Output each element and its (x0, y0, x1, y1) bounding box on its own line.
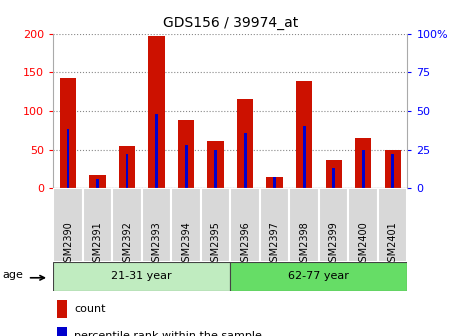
Bar (378, 188, 407, 262)
Text: GSM2395: GSM2395 (211, 221, 220, 268)
Bar (207, 141, 224, 188)
Text: GSM2399: GSM2399 (329, 221, 338, 268)
Bar (53, 188, 83, 262)
Bar (362, 150, 365, 188)
Text: GSM2397: GSM2397 (269, 221, 280, 268)
Bar (142, 188, 171, 262)
Bar (57, 327, 68, 336)
Bar (260, 188, 289, 262)
Bar (267, 177, 283, 188)
Bar (237, 99, 253, 188)
Bar (67, 129, 69, 188)
Bar (201, 188, 231, 262)
Bar (171, 188, 201, 262)
Text: GSM2392: GSM2392 (122, 221, 132, 268)
Bar (355, 138, 371, 188)
Bar (53, 262, 231, 291)
Bar (289, 188, 319, 262)
Text: 62-77 year: 62-77 year (288, 271, 349, 281)
Text: GSM2396: GSM2396 (240, 221, 250, 268)
Bar (273, 177, 276, 188)
Bar (125, 154, 129, 188)
Text: GSM2398: GSM2398 (299, 221, 309, 268)
Bar (214, 150, 217, 188)
Text: GSM2393: GSM2393 (151, 221, 162, 268)
Bar (244, 132, 247, 188)
Bar (332, 168, 335, 188)
Text: GSM2401: GSM2401 (388, 221, 398, 268)
Bar (83, 188, 113, 262)
Bar (178, 120, 194, 188)
Bar (185, 145, 188, 188)
Text: 21-31 year: 21-31 year (112, 271, 172, 281)
Text: GSM2394: GSM2394 (181, 221, 191, 268)
Title: GDS156 / 39974_at: GDS156 / 39974_at (163, 16, 298, 30)
Bar (231, 188, 260, 262)
Bar (60, 78, 76, 188)
Text: count: count (75, 304, 106, 314)
Bar (303, 126, 306, 188)
Bar (385, 150, 401, 188)
Text: GSM2391: GSM2391 (93, 221, 102, 268)
Text: age: age (3, 270, 24, 280)
Bar (231, 262, 407, 291)
Text: GSM2390: GSM2390 (63, 221, 73, 268)
Bar (391, 154, 394, 188)
Bar (349, 188, 378, 262)
Bar (325, 160, 342, 188)
Bar (89, 175, 106, 188)
Bar (119, 146, 135, 188)
Bar (96, 179, 99, 188)
Bar (296, 81, 312, 188)
Bar (155, 114, 158, 188)
Text: GSM2400: GSM2400 (358, 221, 368, 268)
Bar (319, 188, 349, 262)
Text: percentile rank within the sample: percentile rank within the sample (75, 331, 263, 336)
Bar (57, 300, 68, 318)
Bar (113, 188, 142, 262)
Bar (149, 36, 165, 188)
